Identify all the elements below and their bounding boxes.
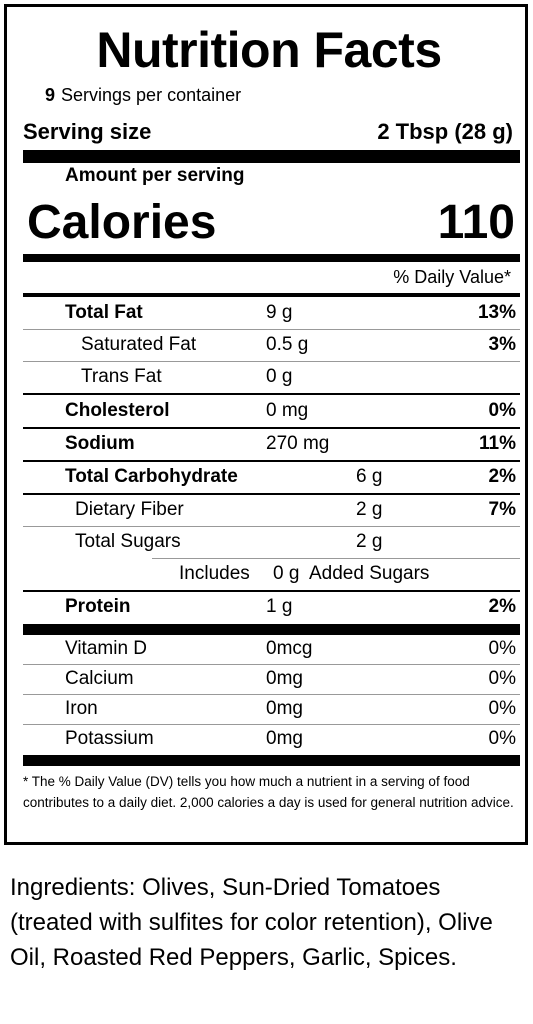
nutrient-dv: 2% [488, 466, 516, 487]
vitamin-row-iron: Iron 0mg 0% [23, 693, 520, 725]
nutrient-dv: 3% [488, 334, 516, 355]
nutrient-row-trans-fat: Trans Fat 0 g [23, 361, 520, 393]
serving-size-row: Serving size 2 Tbsp (28 g) [23, 119, 513, 145]
nutrient-row-protein: Protein 1 g 2% [23, 591, 520, 623]
nutrient-name: Dietary Fiber [75, 499, 184, 520]
nutrient-amount: 6 g [356, 466, 383, 487]
row-divider [23, 590, 520, 592]
ingredients-text: Ingredients: Olives, Sun-Dried Tomatoes … [10, 874, 493, 971]
servings-per-container: 9 Servings per container [45, 85, 241, 106]
vitamin-dv: 0% [488, 698, 516, 719]
calories-label: Calories [27, 196, 217, 249]
nutrient-amount: 0.5 g [266, 334, 309, 355]
nutrient-dv: 7% [488, 499, 516, 520]
vitamin-amount: 0mg [266, 698, 303, 719]
added-sugars-amount: 0 g [273, 563, 300, 584]
nutrient-row-sodium: Sodium 270 mg 11% [23, 428, 520, 460]
row-divider [23, 427, 520, 429]
divider-thick [23, 150, 520, 163]
servings-text: Servings per container [61, 85, 242, 105]
vitamin-amount: 0mg [266, 728, 303, 749]
row-divider [23, 460, 520, 462]
vitamin-dv: 0% [488, 638, 516, 659]
vitamin-name: Calcium [65, 668, 134, 689]
nutrient-name: Total Carbohydrate [65, 466, 238, 487]
calories-value: 110 [437, 196, 515, 249]
vitamin-name: Vitamin D [65, 638, 148, 659]
row-divider [23, 361, 520, 362]
divider-medium [23, 254, 520, 262]
nutrient-name: Sodium [65, 433, 135, 454]
nutrient-row-cholesterol: Cholesterol 0 mg 0% [23, 395, 520, 427]
vitamin-amount: 0mg [266, 668, 303, 689]
nutrient-row-total-fat: Total Fat 9 g 13% [23, 297, 520, 329]
nutrient-name: Total Fat [65, 302, 143, 323]
nutrient-dv: 11% [479, 433, 516, 454]
serving-size-value: 2 Tbsp (28 g) [377, 119, 513, 144]
nutrient-dv: 13% [477, 302, 516, 323]
row-divider [23, 393, 520, 395]
nutrient-dv: 0% [488, 400, 516, 421]
nutrient-amount: 0 mg [266, 400, 309, 421]
added-sugars-suffix: Added Sugars [309, 563, 430, 584]
calories-row: Calories 110 [27, 195, 515, 250]
divider-small [23, 293, 520, 297]
vitamin-name: Iron [65, 698, 98, 719]
vitamin-name: Potassium [65, 728, 154, 749]
nutrient-amount: 2 g [356, 499, 383, 520]
servings-count: 9 [45, 85, 56, 105]
nutrient-amount: 2 g [356, 531, 383, 552]
nutrition-facts-label: Nutrition Facts 9 Servings per container … [4, 4, 528, 845]
row-divider [23, 493, 520, 495]
nutrient-row-dietary-fiber: Dietary Fiber 2 g 7% [23, 494, 520, 526]
nutrient-name: Trans Fat [81, 366, 162, 387]
nutrient-name: Protein [65, 596, 131, 617]
nutrient-amount: 9 g [266, 302, 293, 323]
nutrient-row-total-sugars: Total Sugars 2 g [23, 526, 520, 558]
vitamin-amount: 0mcg [266, 638, 313, 659]
nutrient-amount: 270 mg [266, 433, 330, 454]
nutrient-dv: 2% [488, 596, 516, 617]
vitamin-row-vitamin-d: Vitamin D 0mcg 0% [23, 633, 520, 665]
daily-value-header: % Daily Value* [393, 267, 511, 287]
vitamin-dv: 0% [488, 668, 516, 689]
row-divider [23, 329, 520, 330]
nutrient-name: Total Sugars [75, 531, 181, 552]
nutrient-row-total-carbohydrate: Total Carbohydrate 6 g 2% [23, 461, 520, 493]
added-sugars-prefix: Includes [179, 563, 250, 584]
label-title: Nutrition Facts [96, 22, 442, 78]
nutrient-name: Saturated Fat [81, 334, 197, 355]
nutrient-row-added-sugars: Includes 0 g Added Sugars [23, 558, 520, 590]
nutrient-amount: 1 g [266, 596, 293, 617]
daily-value-footnote: * The % Daily Value (DV) tells you how m… [23, 774, 514, 810]
vitamin-row-calcium: Calcium 0mg 0% [23, 663, 520, 695]
row-divider [23, 724, 520, 725]
row-divider [23, 526, 520, 527]
nutrient-row-saturated-fat: Saturated Fat 0.5 g 3% [23, 329, 520, 361]
nutrient-name: Cholesterol [65, 400, 170, 421]
amount-per-serving: Amount per serving [65, 165, 245, 186]
divider-thick [23, 755, 520, 766]
row-divider [23, 664, 520, 665]
row-divider [152, 558, 520, 559]
row-divider [23, 694, 520, 695]
vitamin-dv: 0% [488, 728, 516, 749]
divider-thick [23, 624, 520, 635]
nutrient-amount: 0 g [266, 366, 293, 387]
serving-size-label: Serving size [23, 119, 152, 144]
vitamin-row-potassium: Potassium 0mg 0% [23, 723, 520, 755]
